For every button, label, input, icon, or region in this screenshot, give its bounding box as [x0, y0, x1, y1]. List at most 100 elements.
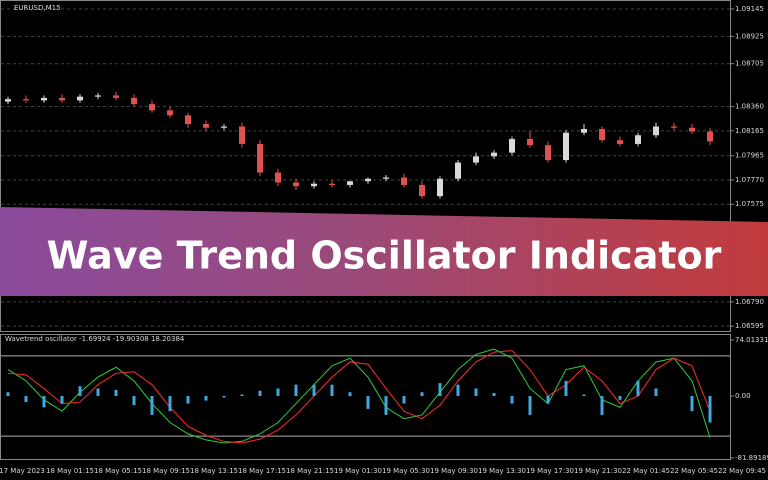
candle-body: [383, 177, 389, 179]
histogram-bar: [24, 396, 28, 403]
histogram-bar: [114, 389, 118, 397]
histogram-bar: [168, 396, 172, 412]
histogram-bar: [366, 396, 370, 409]
x-tick-label: 17 May 2023: [0, 467, 45, 475]
candle-body: [455, 162, 461, 179]
x-tick-label: 18 May 21:15: [286, 467, 334, 475]
x-tick-label: 19 May 17:30: [526, 467, 574, 475]
histogram-bar: [60, 396, 64, 404]
y-tick-label: 74.01331: [735, 336, 768, 344]
histogram-bar: [654, 388, 658, 397]
candle-body: [113, 95, 119, 98]
x-tick-label: 18 May 09:15: [142, 467, 190, 475]
x-tick-label: 19 May 05:30: [382, 467, 430, 475]
candle-body: [221, 126, 227, 128]
y-tick-label: 1.06595: [735, 322, 764, 330]
x-tick-label: 18 May 05:15: [94, 467, 142, 475]
x-tick-label: 22 May 01:45: [622, 467, 670, 475]
histogram-bar: [600, 396, 604, 415]
candle-body: [59, 97, 65, 101]
y-tick-label: 1.08360: [735, 103, 764, 111]
candle-body: [257, 143, 263, 173]
candle-body: [653, 126, 659, 136]
oscillator-pane: [0, 334, 731, 460]
x-tick-label: 18 May 13:15: [190, 467, 238, 475]
histogram-bar: [96, 388, 100, 397]
histogram-bar: [6, 392, 10, 397]
candle-body: [707, 131, 713, 142]
candle-body: [365, 178, 371, 182]
histogram-bar: [276, 388, 280, 397]
candle-body: [581, 128, 587, 133]
y-tick-label: 1.08925: [735, 32, 764, 40]
histogram-bar: [348, 392, 352, 397]
y-tick-label: 1.09145: [735, 5, 764, 13]
candle-body: [689, 127, 695, 132]
histogram-bar: [150, 396, 154, 415]
histogram-bar: [636, 380, 640, 397]
candle-body: [599, 128, 605, 141]
candle-body: [347, 181, 353, 185]
histogram-bar: [384, 396, 388, 415]
x-tick-label: 19 May 09:30: [430, 467, 478, 475]
candle-body: [167, 110, 173, 116]
indicator-label: Wavetrend oscillator -1.69924 -19.90308 …: [5, 335, 185, 343]
candle-body: [239, 126, 245, 144]
y-tick-label: 1.07575: [735, 200, 764, 208]
x-tick-label: 19 May 21:30: [574, 467, 622, 475]
histogram-bar: [258, 390, 262, 397]
x-tick-label: 19 May 13:30: [478, 467, 526, 475]
candle-body: [95, 95, 101, 97]
y-tick-label: 1.08165: [735, 127, 764, 135]
histogram-bar: [510, 396, 514, 404]
plot: [1, 8, 734, 459]
candle-body: [185, 115, 191, 125]
candle-body: [545, 145, 551, 161]
histogram-bar: [420, 392, 424, 397]
candle-body: [77, 96, 83, 101]
candle-body: [23, 99, 29, 101]
candle-body: [41, 97, 47, 101]
oscillator-line: [7, 348, 711, 444]
candle-body: [563, 132, 569, 161]
histogram-bar: [204, 396, 208, 401]
banner-band: [0, 207, 768, 296]
candle-body: [311, 183, 317, 187]
histogram-bar: [240, 394, 244, 397]
y-tick-label: 1.07965: [735, 152, 764, 160]
candle-body: [5, 99, 11, 102]
histogram-bar: [492, 392, 496, 397]
candle-body: [617, 140, 623, 144]
candle-body: [329, 183, 335, 185]
histogram-bar: [708, 396, 712, 423]
candle-body: [509, 138, 515, 153]
candle-body: [293, 182, 299, 187]
y-tick-label: -81.89189: [735, 454, 768, 462]
candle-body: [635, 135, 641, 144]
oscillator-line: [7, 350, 711, 444]
histogram-bar: [528, 396, 532, 415]
x-tick-label: 22 May 05:45: [670, 467, 718, 475]
candle-body: [419, 184, 425, 197]
histogram-bar: [402, 396, 406, 404]
main-pane: [0, 0, 731, 332]
candle-body: [437, 178, 443, 197]
histogram-bar: [582, 394, 586, 397]
candle-body: [473, 156, 479, 163]
histogram-bar: [294, 384, 298, 397]
histogram-bar: [132, 396, 136, 406]
candle-body: [131, 97, 137, 105]
y-tick-label: 1.06790: [735, 298, 764, 306]
candle-body: [401, 177, 407, 185]
x-tick-label: 22 May 09:45: [718, 467, 766, 475]
histogram-bar: [690, 396, 694, 412]
candle-body: [491, 152, 497, 157]
histogram-bar: [546, 396, 550, 404]
symbol-label: EURUSD,M15: [14, 4, 61, 12]
candle-body: [527, 138, 533, 146]
candle-body: [203, 124, 209, 128]
histogram-bar: [456, 384, 460, 397]
y-tick-label: 0.00: [735, 392, 751, 400]
histogram-bar: [78, 386, 82, 397]
histogram-bar: [312, 384, 316, 397]
